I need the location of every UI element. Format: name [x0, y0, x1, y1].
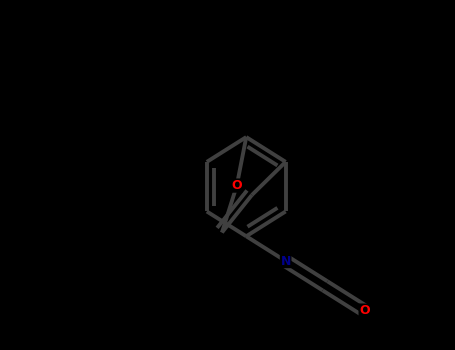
- Text: N: N: [280, 254, 291, 267]
- Text: O: O: [232, 179, 242, 192]
- Text: O: O: [359, 304, 370, 317]
